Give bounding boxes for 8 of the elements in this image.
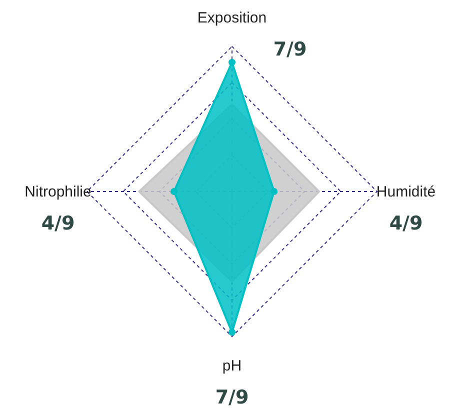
text: 7/9 — [273, 38, 307, 60]
spoke-label: pH — [222, 358, 242, 375]
spoke-label: Humidité — [376, 183, 436, 200]
text: 4/9 — [389, 212, 423, 234]
spoke-label: Nitrophilie — [24, 183, 92, 200]
text: 4/9 — [41, 212, 75, 234]
text: 7/9 — [215, 386, 249, 408]
spoke-label: Exposition — [197, 9, 267, 26]
